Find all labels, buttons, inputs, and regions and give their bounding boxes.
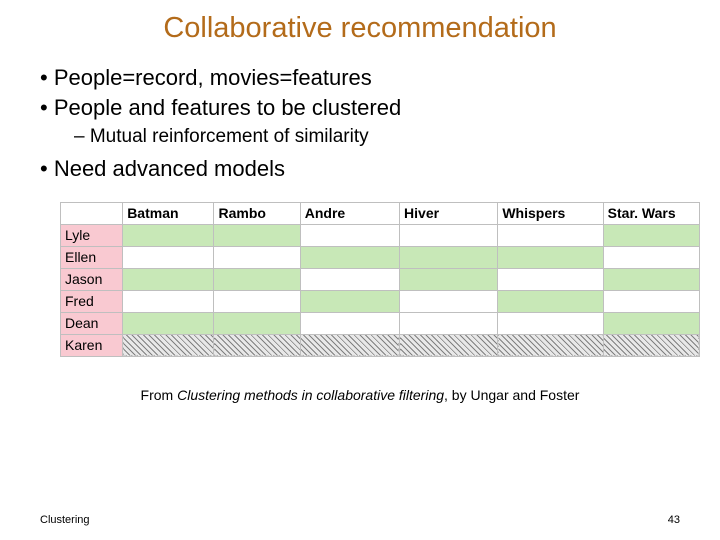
person-name: Fred — [61, 290, 123, 312]
person-name: Karen — [61, 334, 123, 356]
table-cell — [498, 224, 603, 246]
data-table: BatmanRamboAndreHiverWhispersStar. Wars … — [60, 202, 700, 357]
table-cell — [300, 334, 399, 356]
footer-right: 43 — [668, 514, 680, 526]
table-cell — [214, 246, 300, 268]
table-cell — [498, 334, 603, 356]
slide-title: Collaborative recommendation — [40, 12, 680, 45]
table-cell — [300, 290, 399, 312]
bullet-list: People=record, movies=features People an… — [40, 63, 680, 184]
table-cell — [498, 312, 603, 334]
person-name: Jason — [61, 268, 123, 290]
table-cell — [214, 290, 300, 312]
table-cell — [603, 246, 699, 268]
table-cell — [400, 224, 498, 246]
caption-italic: Clustering methods in collaborative filt… — [177, 387, 444, 403]
table-cell — [123, 312, 214, 334]
table-cell — [498, 246, 603, 268]
bullet-1: People=record, movies=features — [40, 63, 680, 93]
table-cell — [498, 290, 603, 312]
table-cell — [400, 312, 498, 334]
table-cell — [300, 312, 399, 334]
table-row: Ellen — [61, 246, 700, 268]
table-cell — [300, 268, 399, 290]
table-cell — [123, 246, 214, 268]
table-row: Fred — [61, 290, 700, 312]
data-table-wrap: BatmanRamboAndreHiverWhispersStar. Wars … — [60, 202, 700, 357]
table-cell — [400, 334, 498, 356]
table-cell — [123, 268, 214, 290]
table-cell — [400, 268, 498, 290]
table-row: Dean — [61, 312, 700, 334]
table-cell — [300, 246, 399, 268]
table-row: Jason — [61, 268, 700, 290]
table-cell — [214, 268, 300, 290]
table-row: Karen — [61, 334, 700, 356]
table-cell — [400, 246, 498, 268]
table-cell — [400, 290, 498, 312]
table-cell — [603, 268, 699, 290]
sub-bullet-1: Mutual reinforcement of similarity — [74, 124, 680, 150]
table-cell — [498, 268, 603, 290]
table-cell — [123, 290, 214, 312]
movie-header: Whispers — [498, 202, 603, 224]
table-cell — [603, 312, 699, 334]
person-name: Lyle — [61, 224, 123, 246]
caption-suffix: , by Ungar and Foster — [444, 387, 579, 403]
table-cell — [123, 224, 214, 246]
movie-header: Batman — [123, 202, 214, 224]
bullet-3: Need advanced models — [40, 154, 680, 184]
table-cell — [214, 224, 300, 246]
table-cell — [603, 334, 699, 356]
table-cell — [214, 334, 300, 356]
caption: From Clustering methods in collaborative… — [40, 387, 680, 403]
bullet-2: People and features to be clustered — [40, 93, 680, 123]
person-name: Dean — [61, 312, 123, 334]
table-cell — [603, 290, 699, 312]
table-cell — [123, 334, 214, 356]
movie-header: Hiver — [400, 202, 498, 224]
table-cell — [214, 312, 300, 334]
footer-left: Clustering — [40, 514, 90, 526]
table-row: Lyle — [61, 224, 700, 246]
table-cell — [603, 224, 699, 246]
movie-header: Rambo — [214, 202, 300, 224]
table-cell — [300, 224, 399, 246]
caption-prefix: From — [141, 387, 178, 403]
movie-header: Andre — [300, 202, 399, 224]
person-name: Ellen — [61, 246, 123, 268]
movie-header: Star. Wars — [603, 202, 699, 224]
